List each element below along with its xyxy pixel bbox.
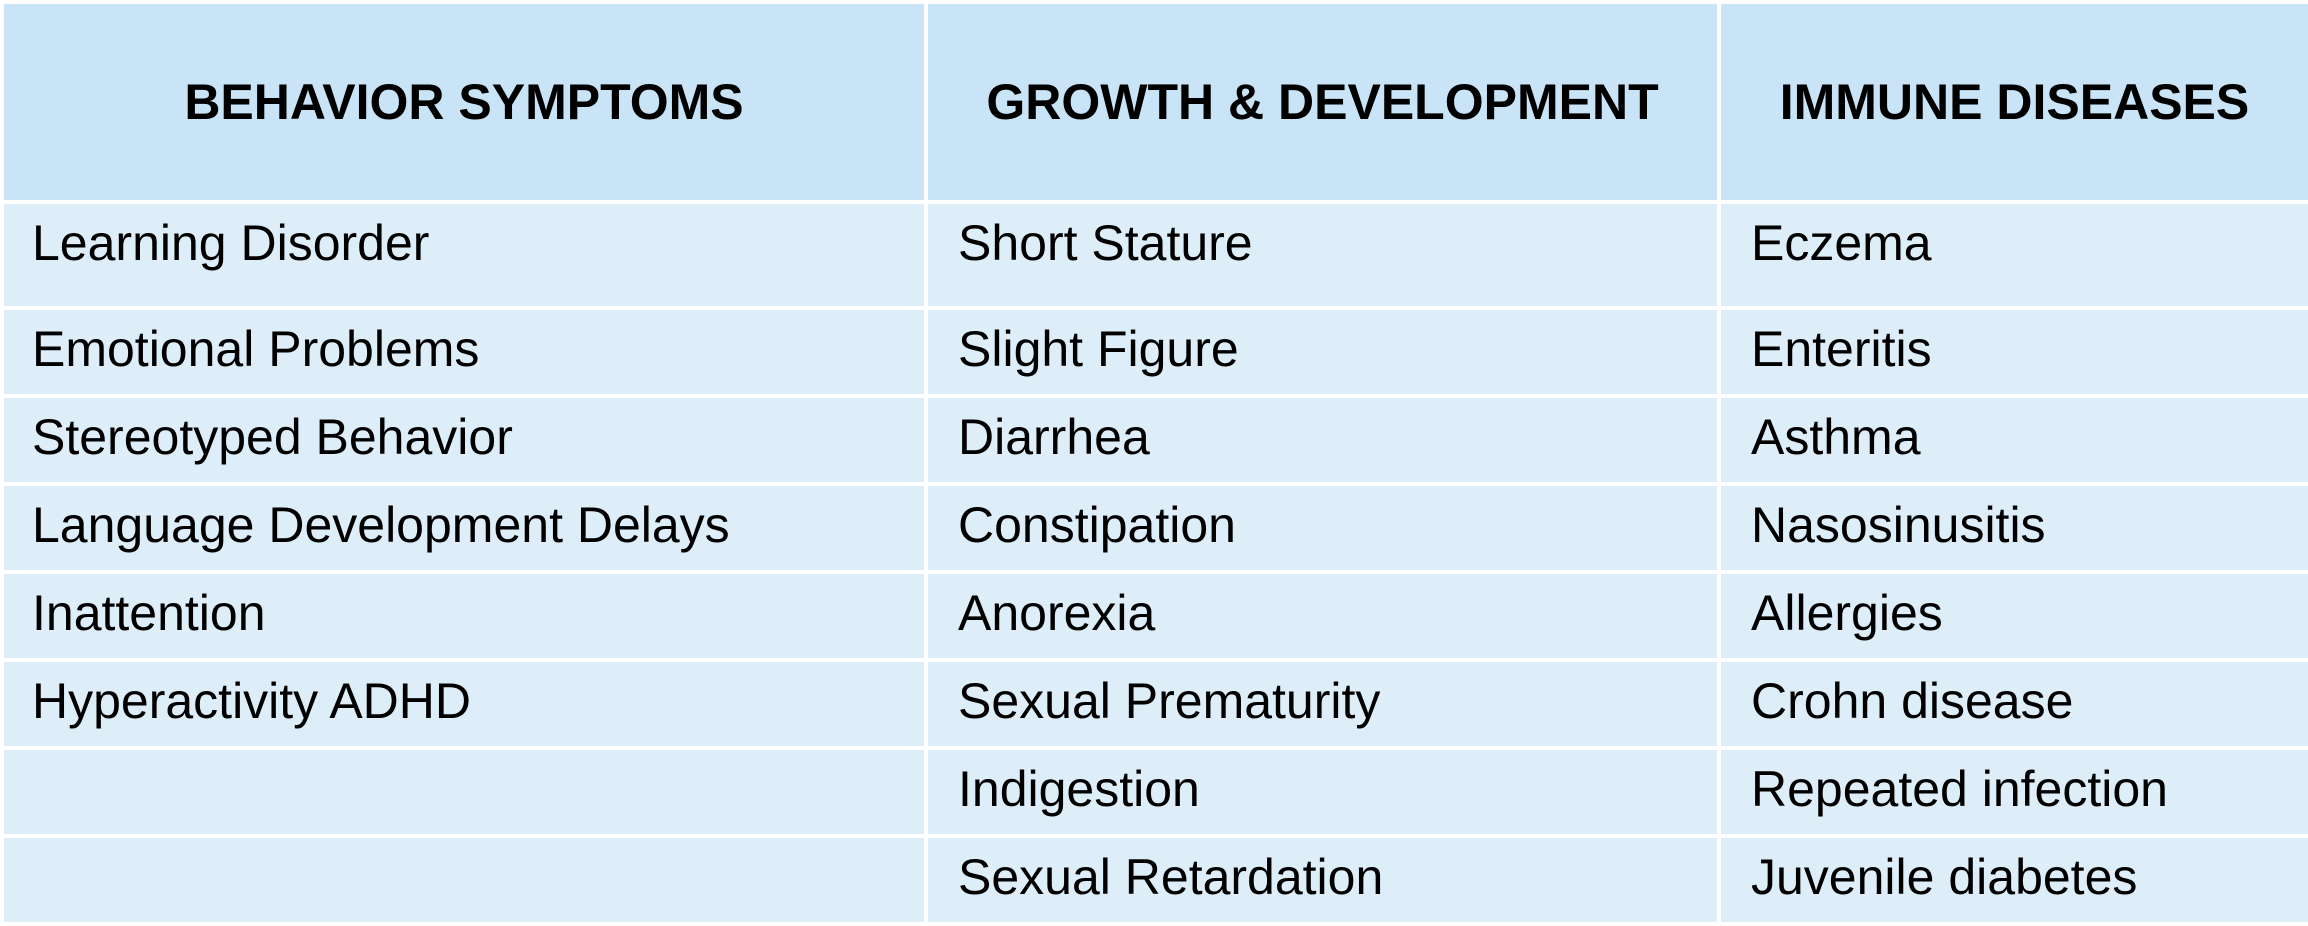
table-row: Emotional Problems Slight Figure Enterit…: [0, 306, 2308, 398]
table-cell: Sexual Retardation: [924, 834, 1721, 926]
table-cell: Indigestion: [924, 746, 1721, 838]
table-cell: Inattention: [0, 570, 928, 662]
table-cell: Asthma: [1717, 394, 2308, 486]
table-cell: Short Stature: [924, 200, 1721, 310]
table-row: Stereotyped Behavior Diarrhea Asthma: [0, 394, 2308, 486]
table-row: Indigestion Repeated infection: [0, 746, 2308, 838]
table-cell: Learning Disorder: [0, 200, 928, 310]
table-cell: Juvenile diabetes: [1717, 834, 2308, 926]
table-cell-empty: [0, 834, 928, 926]
table-cell: Anorexia: [924, 570, 1721, 662]
table-row: Sexual Retardation Juvenile diabetes: [0, 834, 2308, 926]
table-cell: Crohn disease: [1717, 658, 2308, 750]
table-row: Hyperactivity ADHD Sexual Prematurity Cr…: [0, 658, 2308, 750]
table-row: Learning Disorder Short Stature Eczema: [0, 200, 2308, 310]
table-row: Inattention Anorexia Allergies: [0, 570, 2308, 662]
table-cell: Eczema: [1717, 200, 2308, 310]
table-cell: Nasosinusitis: [1717, 482, 2308, 574]
table-cell: Repeated infection: [1717, 746, 2308, 838]
header-immune-diseases: IMMUNE DISEASES: [1717, 0, 2308, 204]
table-row: Language Development Delays Constipation…: [0, 482, 2308, 574]
table-header-row: BEHAVIOR SYMPTOMS GROWTH & DEVELOPMENT I…: [0, 0, 2308, 204]
table-cell: Stereotyped Behavior: [0, 394, 928, 486]
header-behavior-symptoms: BEHAVIOR SYMPTOMS: [0, 0, 928, 204]
table-cell: Language Development Delays: [0, 482, 928, 574]
table-cell: Sexual Prematurity: [924, 658, 1721, 750]
table-cell-empty: [0, 746, 928, 838]
table-cell: Slight Figure: [924, 306, 1721, 398]
table-cell: Constipation: [924, 482, 1721, 574]
table-cell: Allergies: [1717, 570, 2308, 662]
table-cell: Hyperactivity ADHD: [0, 658, 928, 750]
table-cell: Diarrhea: [924, 394, 1721, 486]
table-cell: Enteritis: [1717, 306, 2308, 398]
header-growth-development: GROWTH & DEVELOPMENT: [924, 0, 1721, 204]
table-cell: Emotional Problems: [0, 306, 928, 398]
